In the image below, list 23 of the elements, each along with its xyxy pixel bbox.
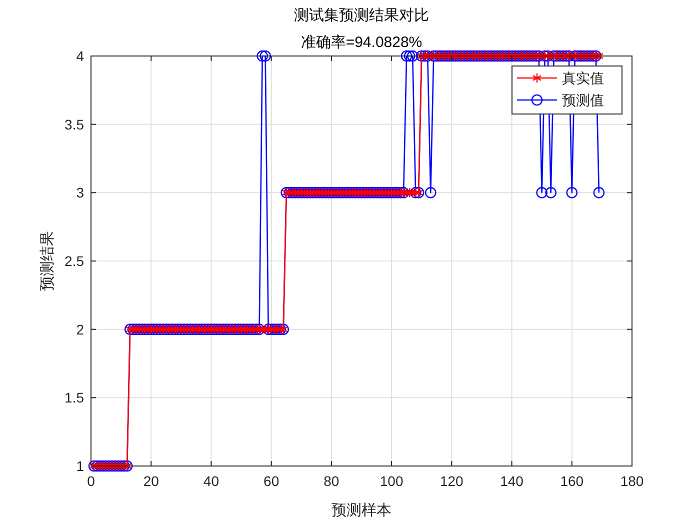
- x-tick-label: 60: [264, 473, 280, 489]
- x-tick-label: 20: [143, 473, 160, 489]
- x-axis-title: 预测样本: [332, 502, 392, 519]
- x-tick-label: 100: [380, 473, 404, 489]
- legend-label: 真实值: [562, 70, 604, 86]
- y-axis-title: 预测结果: [39, 231, 56, 291]
- x-tick-label: 160: [560, 473, 584, 489]
- x-tick-label: 120: [440, 473, 464, 489]
- x-tick-label: 40: [203, 473, 220, 489]
- x-tick-label: 180: [620, 473, 644, 489]
- y-tick-label: 3.5: [64, 116, 84, 132]
- x-tick-label: 80: [324, 473, 340, 489]
- y-tick-label: 2: [76, 321, 84, 338]
- y-tick-label: 4: [76, 48, 84, 64]
- x-tick-label: 140: [500, 473, 524, 489]
- chart-title: 测试集预测结果对比: [294, 7, 429, 24]
- chart-subtitle: 准确率=94.0828%: [300, 34, 422, 51]
- x-tick-label: 0: [87, 473, 96, 489]
- y-tick-label: 3: [76, 184, 84, 201]
- y-tick-label: 2.5: [64, 253, 84, 269]
- legend-label: 预测值: [562, 92, 604, 108]
- y-tick-label: 1: [76, 458, 84, 474]
- y-tick-label: 1.5: [64, 390, 84, 406]
